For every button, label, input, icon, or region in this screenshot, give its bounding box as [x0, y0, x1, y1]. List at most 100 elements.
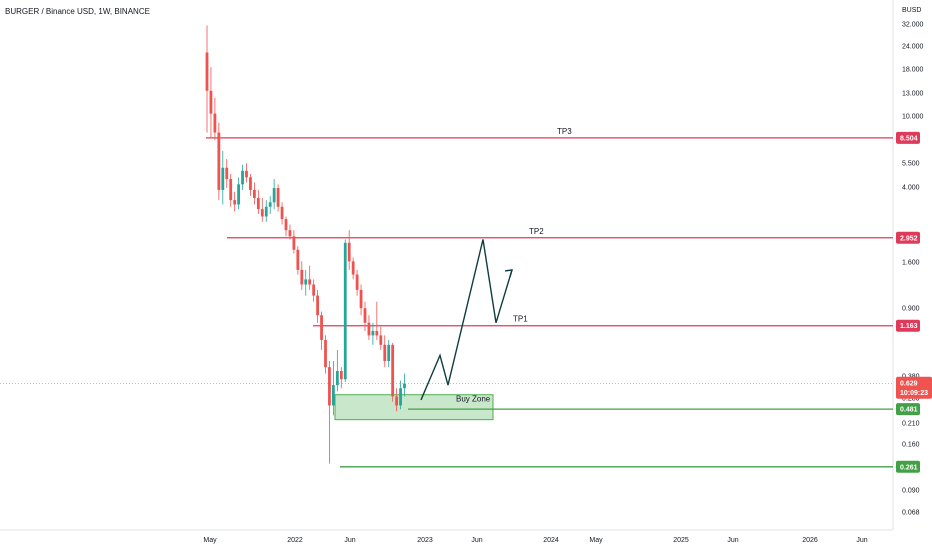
candle-body	[332, 385, 335, 406]
candle-body	[304, 279, 308, 285]
level-price-tag	[896, 231, 920, 244]
candle-body	[308, 279, 312, 285]
projection-path	[420, 239, 513, 401]
candle-body	[395, 396, 398, 406]
price-tick: 18.000	[902, 67, 924, 74]
time-tick: Jun	[344, 537, 355, 544]
buy-zone-label: Buy Zone	[456, 395, 491, 404]
level-price-tag	[896, 319, 920, 332]
candle-body	[399, 388, 402, 406]
candle-body	[316, 295, 319, 316]
candle-body	[391, 344, 395, 397]
candle-body	[347, 242, 351, 262]
last-price-tag	[896, 376, 932, 399]
candle-body	[371, 330, 375, 336]
candle-body	[363, 308, 367, 323]
candle-body	[359, 289, 363, 309]
candle-body	[296, 249, 300, 270]
buy-zone-box	[334, 394, 494, 421]
candle-body	[241, 170, 244, 185]
candle-body	[209, 90, 213, 114]
candle-body	[268, 202, 272, 207]
candle-body	[292, 236, 296, 250]
time-tick: 2025	[673, 537, 689, 544]
candle-body	[237, 184, 240, 205]
time-scale[interactable]: May 2022 Jun 2023 Jun 2024 May 2025 Jun 2026 Jun	[203, 537, 867, 544]
candle-body	[253, 189, 256, 198]
candle-body	[272, 188, 276, 203]
level-label: TP2	[529, 227, 544, 236]
time-tick: Jun	[471, 537, 482, 544]
candle-body	[217, 132, 221, 190]
price-tick: 13.000	[902, 91, 924, 98]
candle-body	[260, 209, 264, 217]
level-price-tag	[896, 460, 920, 473]
candle-body	[256, 197, 260, 210]
time-tick: 2026	[802, 537, 818, 544]
last-price-value: 0.629	[900, 380, 918, 387]
candle-body	[383, 344, 387, 362]
candle-body	[351, 261, 355, 275]
candle-body	[229, 179, 233, 201]
level-price-tag	[896, 403, 920, 416]
level-label: TP3	[557, 127, 572, 136]
level-price-value: 8.504	[900, 135, 918, 142]
candle-body	[339, 371, 343, 380]
time-tick: 2024	[543, 537, 559, 544]
level-price-value: 2.952	[900, 235, 918, 242]
projection-layer	[420, 239, 513, 401]
levels-layer: TP3 TP2 TP1	[0, 127, 893, 468]
candle-body	[320, 315, 323, 340]
price-tick: 1.600	[902, 260, 920, 267]
chart-title: BURGER / Binance USD, 1W, BINANCE	[5, 7, 150, 16]
time-tick: Jun	[856, 537, 867, 544]
price-tick: 5.500	[902, 161, 920, 168]
candles-layer	[205, 25, 406, 464]
projection-arrowhead	[504, 269, 513, 278]
level-price-value: 0.261	[900, 464, 918, 471]
time-tick: 2022	[287, 537, 303, 544]
candle-body	[225, 167, 229, 180]
level-label: TP1	[513, 315, 528, 324]
time-tick: May	[203, 537, 217, 544]
candle-body	[288, 230, 292, 237]
candle-body	[403, 383, 406, 389]
level-price-value: 1.163	[900, 323, 918, 330]
currency-label: BUSD	[902, 7, 921, 14]
candle-body	[300, 269, 304, 285]
candle-body	[335, 371, 339, 386]
candle-body	[355, 274, 359, 290]
time-tick: Jun	[727, 537, 738, 544]
time-tick: 2023	[417, 537, 433, 544]
candle-body	[213, 113, 217, 133]
candle-body	[233, 200, 237, 205]
price-tick: 0.280	[902, 396, 920, 403]
candle-body	[387, 344, 391, 362]
candle-body	[312, 284, 316, 296]
price-tick: 0.090	[902, 488, 920, 495]
candle-body	[367, 322, 371, 336]
price-tick: 4.000	[902, 185, 920, 192]
level-price-value: 0.481	[900, 407, 918, 414]
candle-body	[221, 167, 225, 190]
price-labels-layer: 8.504 2.952 1.163 0.481 0.261 0.629 10:09:23	[896, 131, 932, 473]
buy-zone-layer: Buy Zone	[334, 394, 494, 421]
candle-body	[375, 330, 379, 336]
price-tick: 0.900	[902, 306, 920, 313]
candle-body	[328, 367, 331, 406]
price-tick: 10.000	[902, 114, 924, 121]
candle-body	[324, 339, 327, 368]
price-tick: 0.210	[902, 421, 920, 428]
candle-body	[343, 242, 347, 380]
candle-body	[280, 206, 284, 220]
time-tick: May	[589, 537, 603, 544]
price-tick: 32.000	[902, 22, 924, 29]
candle-body	[205, 52, 209, 91]
candle-body	[245, 170, 248, 178]
price-tick: 0.160	[902, 442, 920, 449]
candle-body	[379, 335, 383, 345]
candle-body	[249, 177, 252, 190]
candle-body	[276, 188, 280, 207]
